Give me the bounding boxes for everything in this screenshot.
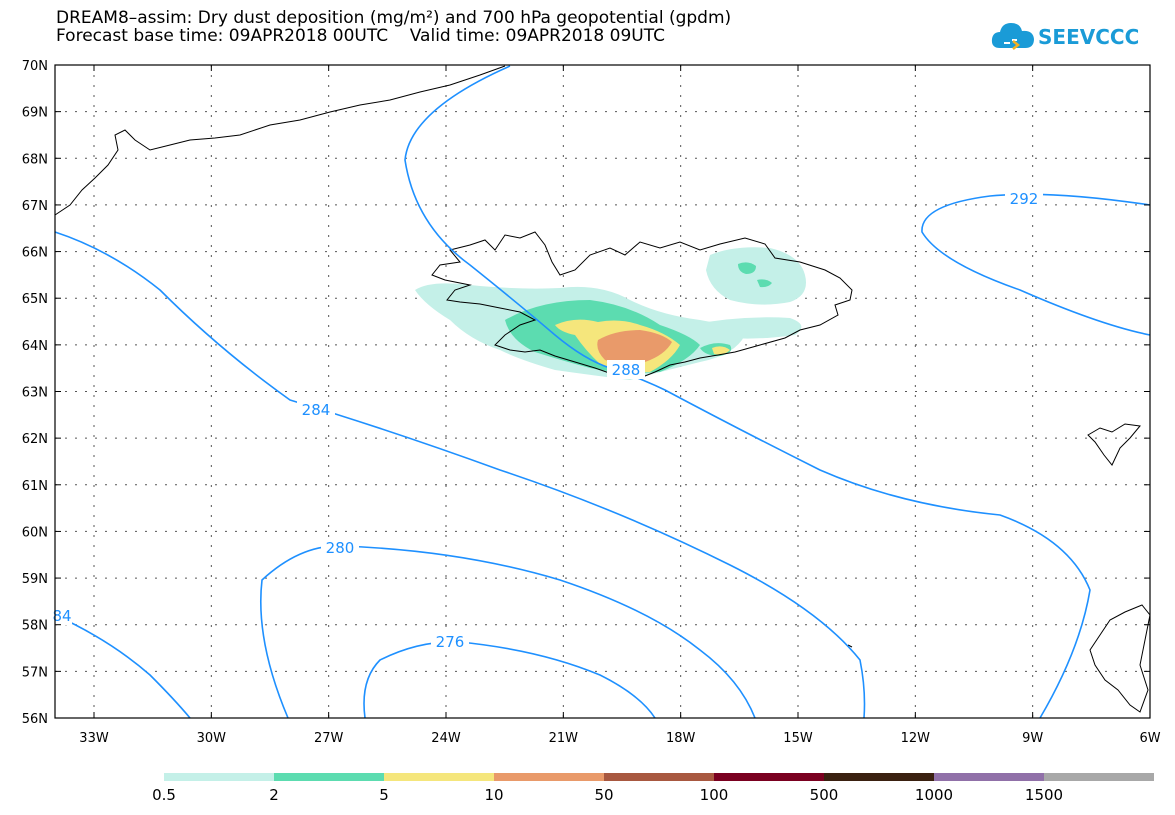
lon-label: 27W <box>314 731 344 746</box>
lat-label: 65N <box>22 292 48 307</box>
dust-area-0.5-se <box>690 317 802 339</box>
logo-text: SEEVCCC <box>1038 25 1140 49</box>
latitude-labels: 70N 69N 68N 67N 66N 65N 64N 63N 62N 61N 60N 59N 58N 5… <box>22 59 48 727</box>
lat-label: 68N <box>22 152 48 167</box>
label-bg-288 <box>607 360 645 379</box>
colorbar-swatch <box>274 773 384 781</box>
colorbar-swatch <box>604 773 714 781</box>
colorbar-label: 1000 <box>915 786 953 804</box>
colorbar-label: 2 <box>269 786 279 804</box>
dust-area-0.5-east <box>706 247 806 305</box>
cloud-icon <box>991 23 1034 50</box>
contour-label-84: 84 <box>52 607 71 625</box>
contour-label-288: 288 <box>612 361 641 379</box>
contour-280 <box>259 545 756 719</box>
label-bg-276 <box>431 632 469 652</box>
contour-labels: 292 288 284 280 276 84 <box>50 188 1043 652</box>
lon-label: 21W <box>549 731 579 746</box>
lat-label: 59N <box>22 572 48 587</box>
colorbar-swatch <box>934 773 1044 781</box>
colorbar-label: 100 <box>700 786 729 804</box>
lat-label: 58N <box>22 619 48 634</box>
contour-284 <box>54 231 866 719</box>
lat-label: 64N <box>22 339 48 354</box>
dust-area-2-east1 <box>738 262 756 274</box>
lat-label: 60N <box>22 525 48 540</box>
colorbar-swatch <box>384 773 494 781</box>
lat-label: 67N <box>22 199 48 214</box>
colorbar <box>164 773 1154 781</box>
lat-label: 70N <box>22 59 48 74</box>
label-bg-284 <box>297 400 335 420</box>
small-island <box>847 644 853 648</box>
lon-label: 18W <box>666 731 696 746</box>
colorbar-label: 1500 <box>1025 786 1063 804</box>
contour-284-sw <box>54 614 191 719</box>
contour-label-292: 292 <box>1010 190 1039 208</box>
lat-label: 62N <box>22 432 48 447</box>
greenland-coast <box>54 65 506 216</box>
contour-label-284: 284 <box>302 401 331 419</box>
lat-label: 61N <box>22 479 48 494</box>
lon-label: 6W <box>1139 731 1160 746</box>
contour-292 <box>921 193 1151 336</box>
contour-label-276: 276 <box>436 633 465 651</box>
colorbar-label: 10 <box>484 786 503 804</box>
axis-ticks <box>55 64 1151 719</box>
gridlines <box>55 65 1150 718</box>
lat-label: 66N <box>22 246 48 261</box>
map-subtitle: Forecast base time: 09APR2018 00UTC Vali… <box>56 26 665 46</box>
colorbar-swatch <box>714 773 824 781</box>
lat-label: 57N <box>22 665 48 680</box>
lat-label: 56N <box>22 712 48 727</box>
dust-area-5-se <box>712 346 730 355</box>
colorbar-swatch <box>1044 773 1154 781</box>
lat-label: 69N <box>22 106 48 121</box>
colorbar-swatch <box>494 773 604 781</box>
label-bg-280 <box>321 538 359 558</box>
lon-label: 9W <box>1022 731 1043 746</box>
lon-label: 33W <box>79 731 109 746</box>
dust-area-10 <box>597 330 672 364</box>
colorbar-label: 5 <box>379 786 389 804</box>
colorbar-swatch <box>824 773 934 781</box>
seevccc-logo: SEEVCCC <box>990 18 1150 58</box>
colorbar-labels: 0.5 2 5 10 50 100 500 1000 1500 <box>152 786 1063 804</box>
contour-label-280: 280 <box>326 539 355 557</box>
map-title: DREAM8–assim: Dry dust deposition (mg/m²… <box>56 8 732 28</box>
lat-label: 63N <box>22 386 48 401</box>
lon-label: 15W <box>783 731 813 746</box>
geopotential-contours <box>54 65 1151 719</box>
iceland-coast <box>431 231 853 379</box>
dust-area-2-east2 <box>757 279 772 288</box>
longitude-labels: 33W 30W 27W 24W 21W 18W 15W 12W 9W 6W <box>79 731 1160 746</box>
colorbar-label: 0.5 <box>152 786 176 804</box>
lon-label: 24W <box>431 731 461 746</box>
faroe-coast <box>1087 423 1141 466</box>
label-bg-292 <box>1005 188 1043 208</box>
coastlines <box>54 65 1151 713</box>
lon-label: 30W <box>197 731 227 746</box>
contour-288 <box>404 65 1091 719</box>
colorbar-label: 500 <box>810 786 839 804</box>
colorbar-label: 50 <box>594 786 613 804</box>
contour-276 <box>363 641 656 719</box>
scotland-coast <box>1089 604 1151 713</box>
lon-label: 12W <box>901 731 931 746</box>
colorbar-swatch <box>164 773 274 781</box>
